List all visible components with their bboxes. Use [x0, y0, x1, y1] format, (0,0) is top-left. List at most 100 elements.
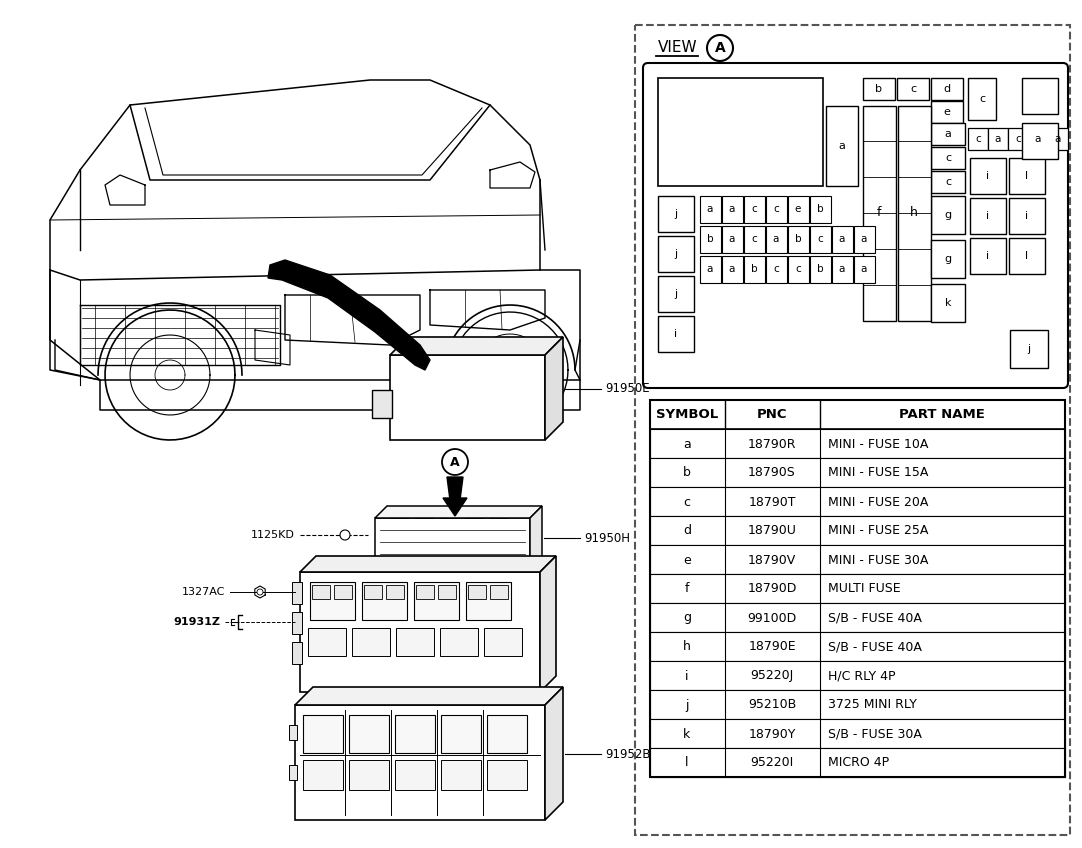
Text: i: i — [987, 251, 990, 261]
Text: MINI - FUSE 20A: MINI - FUSE 20A — [828, 495, 928, 509]
Text: a: a — [839, 141, 845, 151]
Circle shape — [707, 35, 733, 61]
Bar — [766, 226, 787, 253]
Bar — [289, 765, 296, 780]
Text: A: A — [714, 41, 725, 55]
Bar — [931, 147, 965, 169]
Text: MINI - FUSE 25A: MINI - FUSE 25A — [828, 525, 928, 538]
Text: i: i — [987, 171, 990, 181]
Bar — [390, 508, 408, 518]
Bar — [968, 78, 997, 120]
Bar — [788, 226, 809, 253]
Text: l: l — [1026, 251, 1029, 261]
Text: b: b — [751, 264, 757, 274]
Polygon shape — [443, 498, 467, 516]
Bar — [441, 715, 481, 753]
Bar — [897, 78, 929, 100]
Bar — [931, 196, 965, 234]
Bar — [448, 692, 476, 700]
Text: 18790R: 18790R — [748, 438, 796, 450]
Bar — [969, 198, 1006, 234]
Bar — [744, 256, 765, 283]
Bar — [395, 760, 435, 790]
Bar — [658, 316, 694, 352]
Text: c: c — [979, 94, 985, 104]
Text: c: c — [910, 84, 916, 94]
Polygon shape — [268, 260, 430, 370]
Text: a: a — [1055, 134, 1061, 144]
Polygon shape — [530, 506, 542, 570]
Text: g: g — [945, 210, 951, 220]
Bar — [292, 642, 302, 664]
Text: PNC: PNC — [756, 409, 788, 421]
Text: a: a — [707, 264, 713, 274]
Text: 95210B: 95210B — [748, 699, 796, 711]
Bar — [1022, 78, 1058, 114]
Bar — [465, 508, 483, 518]
Bar — [289, 725, 296, 740]
Bar — [700, 226, 721, 253]
Text: a: a — [683, 438, 691, 450]
Bar — [650, 458, 1065, 487]
Bar — [744, 196, 765, 223]
Bar — [334, 585, 352, 599]
Bar — [650, 400, 1065, 429]
Bar — [484, 628, 522, 656]
Text: 99100D: 99100D — [748, 611, 796, 624]
Text: 3725 MINI RLY: 3725 MINI RLY — [828, 699, 916, 711]
Text: a: a — [861, 264, 867, 274]
Bar — [658, 78, 823, 186]
Text: a: a — [994, 134, 1001, 144]
Text: h: h — [910, 207, 918, 220]
Circle shape — [340, 530, 349, 540]
Text: b: b — [817, 264, 823, 274]
Text: MICRO 4P: MICRO 4P — [828, 756, 889, 769]
Text: g: g — [683, 611, 691, 624]
Bar — [650, 516, 1065, 545]
Bar — [722, 226, 743, 253]
Bar — [343, 692, 371, 700]
Text: c: c — [817, 234, 823, 244]
Bar — [308, 628, 346, 656]
Bar — [487, 715, 527, 753]
Text: a: a — [945, 129, 951, 139]
Bar — [395, 715, 435, 753]
Polygon shape — [375, 506, 542, 518]
Bar — [396, 628, 434, 656]
Text: b: b — [794, 234, 802, 244]
Text: f: f — [685, 583, 689, 595]
Text: PART NAME: PART NAME — [899, 409, 985, 421]
Text: j: j — [1028, 344, 1030, 354]
Text: S/B - FUSE 30A: S/B - FUSE 30A — [828, 728, 922, 740]
Bar — [349, 760, 390, 790]
Bar — [931, 171, 965, 193]
Text: f: f — [876, 207, 881, 220]
Text: b: b — [817, 204, 823, 214]
Bar — [469, 585, 486, 599]
Text: a: a — [729, 204, 735, 214]
Bar — [1048, 128, 1068, 150]
Text: 18790T: 18790T — [749, 495, 795, 509]
Text: e: e — [683, 554, 691, 566]
Polygon shape — [545, 687, 563, 820]
Text: 91952B: 91952B — [605, 747, 650, 761]
Bar — [1010, 330, 1048, 368]
Text: 91931Z: 91931Z — [173, 617, 220, 627]
Bar — [308, 692, 337, 700]
Polygon shape — [545, 337, 563, 440]
Text: b: b — [683, 466, 691, 479]
Bar — [378, 692, 406, 700]
Bar — [931, 240, 965, 278]
Bar — [349, 715, 390, 753]
Bar — [483, 692, 511, 700]
Bar — [650, 487, 1065, 516]
Bar — [635, 25, 1070, 835]
Polygon shape — [540, 556, 556, 692]
Text: 95220J: 95220J — [751, 670, 793, 683]
Bar — [931, 78, 963, 100]
Text: i: i — [685, 670, 689, 683]
Text: a: a — [729, 264, 735, 274]
Bar — [415, 508, 433, 518]
Text: j: j — [674, 209, 677, 219]
Bar — [931, 123, 965, 145]
